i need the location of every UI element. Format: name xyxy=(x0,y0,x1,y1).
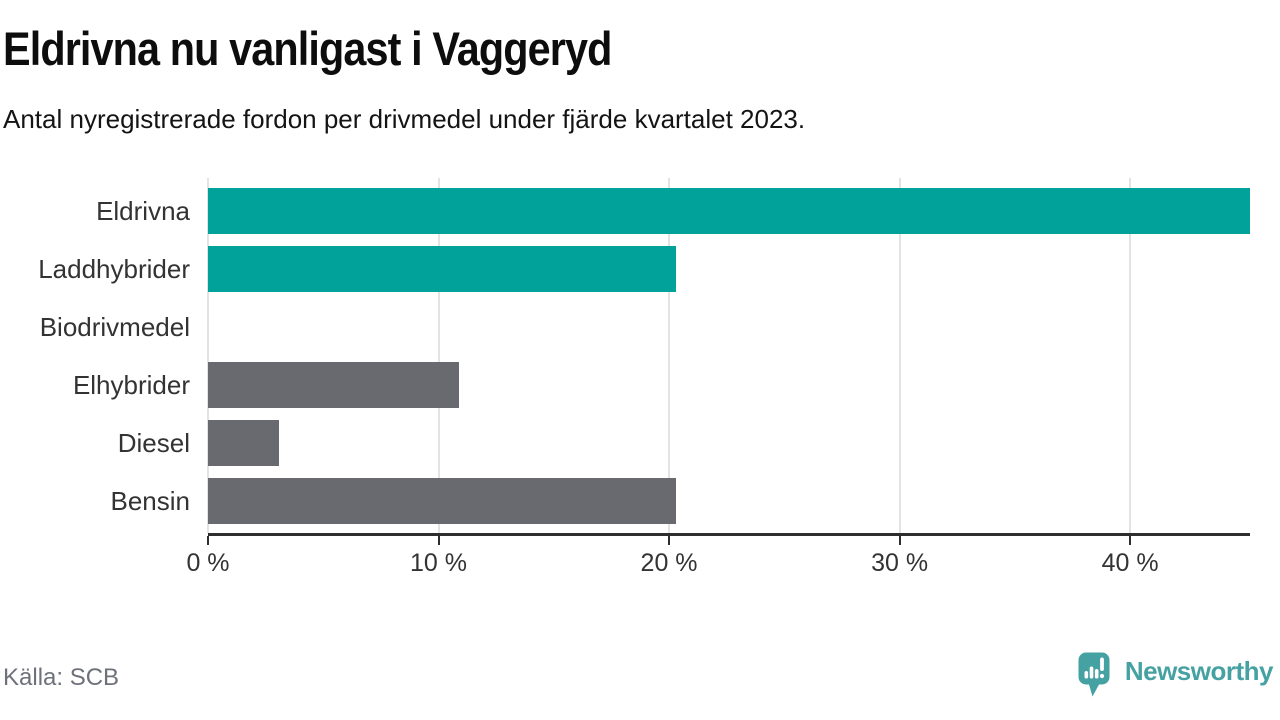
axis-tick-label-10: 10 % xyxy=(410,549,468,577)
axis-tick-label-20: 20 % xyxy=(640,549,698,577)
axis-tick-0 xyxy=(207,536,209,545)
source-note: Källa: SCB xyxy=(3,664,120,691)
newsworthy-logo: Newsworthy xyxy=(1078,650,1274,698)
bar-diesel xyxy=(208,420,280,466)
axis-tick-label-30: 30 % xyxy=(871,549,929,577)
axis-tick-20 xyxy=(668,536,671,545)
newsworthy-logo-icon xyxy=(1078,652,1110,697)
axis-tick-30 xyxy=(898,536,901,545)
bar-elhybrider xyxy=(208,362,460,408)
axis-tick-40 xyxy=(1129,536,1132,545)
category-labels: Eldrivna Laddhybrider Biodrivmedel Elhybrid… xyxy=(0,178,190,533)
bar-eldrivna xyxy=(208,188,1250,234)
newsworthy-brand-text: Newsworthy xyxy=(1124,656,1274,686)
category-label-biodrivmedel: Biodrivmedel xyxy=(39,312,190,342)
bar-laddhybrider xyxy=(208,246,676,292)
chart-subtitle: Antal nyregistrerade fordon per drivmede… xyxy=(3,104,806,134)
category-label-bensin: Bensin xyxy=(110,486,191,516)
category-label-diesel: Diesel xyxy=(117,428,190,458)
gridline-30 xyxy=(898,178,901,533)
category-label-eldrivna: Eldrivna xyxy=(96,196,190,226)
category-label-elhybrider: Elhybrider xyxy=(72,370,190,400)
bar-bensin xyxy=(208,478,676,524)
gridline-10 xyxy=(437,178,440,533)
x-axis-line xyxy=(208,533,1250,536)
bar-chart-plot xyxy=(207,178,1250,533)
axis-tick-10 xyxy=(437,536,440,545)
category-label-laddhybrider: Laddhybrider xyxy=(38,254,190,284)
axis-tick-label-40: 40 % xyxy=(1101,549,1159,577)
gridline-0 xyxy=(207,178,209,533)
gridline-20 xyxy=(668,178,671,533)
gridline-40 xyxy=(1129,178,1132,533)
axis-tick-label-0: 0 % xyxy=(186,549,230,577)
chart-title: Eldrivna nu vanligast i Vaggeryd xyxy=(3,22,612,75)
